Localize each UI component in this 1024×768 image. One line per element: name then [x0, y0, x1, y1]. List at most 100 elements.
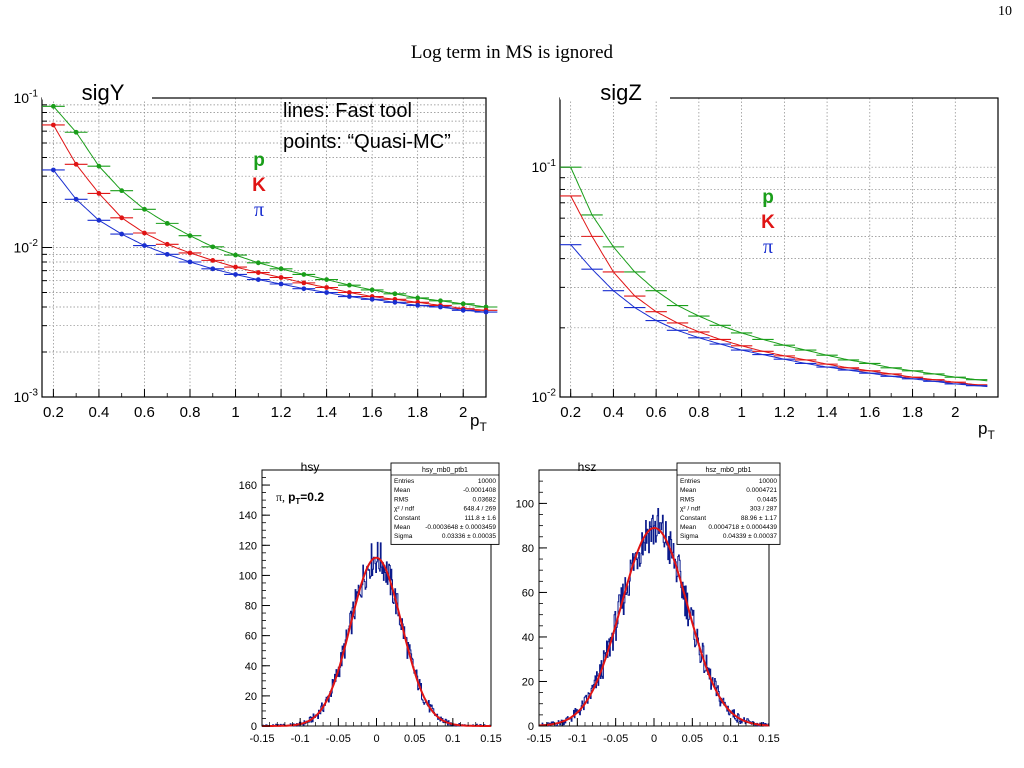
stats-value: 111.8 ± 1.6: [464, 515, 496, 522]
y-tick-label: 120: [239, 540, 257, 552]
title-background: [276, 461, 356, 477]
data-point: [73, 196, 79, 202]
fit-curve: [53, 169, 487, 313]
series-K: [560, 195, 988, 387]
data-point: [483, 309, 489, 315]
x-tick-label: 0.8: [688, 404, 709, 421]
y-tick-label: 10-2: [531, 388, 556, 405]
stats-frame: [676, 462, 781, 545]
data-point: [460, 307, 466, 313]
fit-curve: [570, 166, 988, 382]
stats-key: RMS: [394, 496, 409, 503]
x-tick-label: 1.6: [859, 404, 880, 421]
y-tick-label: 160: [239, 480, 257, 492]
data-point: [119, 215, 125, 221]
stats-value: 0.03682: [473, 496, 497, 503]
fit-curve: [53, 105, 487, 308]
stats-name: hsy_mb0_ptb1: [422, 467, 468, 474]
y-tick-label: 10-1: [13, 89, 38, 106]
y-tick-label: 100: [516, 498, 534, 510]
x-tick-label: 1: [231, 404, 239, 421]
x-tick-label: 0: [651, 733, 657, 745]
y-tick-label: 10-2: [13, 238, 38, 255]
legend-K: K: [761, 212, 775, 233]
series-pi: [42, 167, 498, 315]
data-point: [96, 191, 102, 196]
page-number: 10: [998, 4, 1012, 19]
y-tick-label: 100: [239, 570, 257, 582]
x-tick-label: 2: [459, 404, 467, 421]
y-tick-label: 0: [528, 721, 534, 733]
x-tick-label: 2: [951, 404, 959, 421]
y-tick-label: 0: [251, 721, 257, 733]
stats-value: 0.0004721: [746, 487, 777, 494]
legend-p: p: [762, 187, 774, 208]
chart-sigZ: 0.2 0.4 0.6 0.8 1 1.2 1.4 1.6 1.8 2 10-2 10-1 pT sigZ…: [531, 80, 999, 442]
data-point: [346, 290, 352, 295]
chart-hsy: 0 20 40 60 80 100 120 140 160 -0.15 -0.1 -0.05 0 0.05…: [239, 460, 502, 745]
plot-frame: [559, 97, 999, 398]
x-tick-label: 0.6: [646, 404, 667, 421]
x-tick-label: 0.6: [134, 404, 155, 421]
chart-hsz: 0 20 40 60 80 100 -0.15 -0.1 -0.05 0 0.05 0.1 0.15 hs…: [516, 460, 781, 745]
data-point: [187, 250, 193, 256]
x-tick-label: 0.2: [560, 404, 581, 421]
series-p: [560, 166, 988, 382]
stats-value: 0.0445: [757, 496, 777, 503]
data-point: [164, 220, 170, 226]
data-point: [73, 161, 79, 167]
stats-value: 0.0004718 ± 0.0004439: [708, 524, 777, 531]
stats-value: -0.0003648 ± 0.0003459: [425, 524, 496, 531]
data-point: [278, 281, 284, 287]
y-tick-label: 20: [522, 676, 534, 688]
stats-value: 10000: [759, 478, 777, 485]
data-point: [438, 304, 443, 310]
x-tick-label: 0.4: [88, 404, 109, 421]
data-point: [96, 163, 102, 169]
x-tick-label: -0.15: [249, 733, 274, 745]
y-tick-label: 10-3: [13, 388, 38, 405]
x-tick-label: 0.2: [43, 404, 64, 421]
data-point: [210, 266, 216, 272]
x-axis-label: pT: [978, 419, 995, 442]
data-point: [142, 206, 147, 212]
stats-name: hsz_mb0_ptb1: [706, 467, 752, 474]
data-point: [324, 285, 330, 290]
stats-key: Constant: [394, 515, 420, 522]
data-point: [210, 244, 216, 250]
data-point: [301, 272, 307, 277]
stats-box: hsy_mb0_ptb1 Entries 10000 Mean -0.0001408 RM…: [390, 462, 500, 545]
pad-title: hsz: [578, 460, 597, 474]
data-point: [255, 270, 261, 275]
stats-key: Mean: [394, 524, 411, 531]
data-point: [164, 251, 170, 257]
stats-key: Mean: [680, 524, 697, 531]
y-tick-label: 60: [522, 587, 534, 599]
title-background: [553, 461, 633, 477]
stats-key: Mean: [394, 487, 411, 494]
data-point: [438, 298, 443, 304]
x-axis-label: pT: [470, 411, 487, 434]
data-point: [233, 264, 238, 270]
x-tick-label: 0.8: [180, 404, 201, 421]
stats-key: Sigma: [680, 533, 699, 540]
stats-key: χ² / ndf: [680, 506, 700, 513]
data-point: [255, 260, 261, 266]
stats-frame: [390, 462, 500, 545]
stats-value: 0.04339 ± 0.00037: [723, 533, 778, 540]
data-point: [369, 287, 375, 293]
data-point: [392, 299, 398, 305]
series-pi: [560, 244, 988, 388]
data-point: [278, 275, 284, 280]
stats-box: hsz_mb0_ptb1 Entries 10000 Mean 0.0004721 RMS…: [676, 462, 781, 545]
stats-key: Entries: [680, 478, 701, 485]
stats-value: 648.4 / 269: [463, 506, 496, 513]
stats-value: 88.96 ± 1.17: [741, 515, 777, 522]
x-tick-label: 1.4: [817, 404, 838, 421]
data-point: [119, 188, 125, 194]
legend-pi: π: [254, 199, 264, 221]
y-tick-label: 80: [522, 543, 534, 555]
fit-curve: [570, 195, 988, 387]
x-tick-label: 0.15: [480, 733, 501, 745]
data-point: [324, 277, 330, 282]
